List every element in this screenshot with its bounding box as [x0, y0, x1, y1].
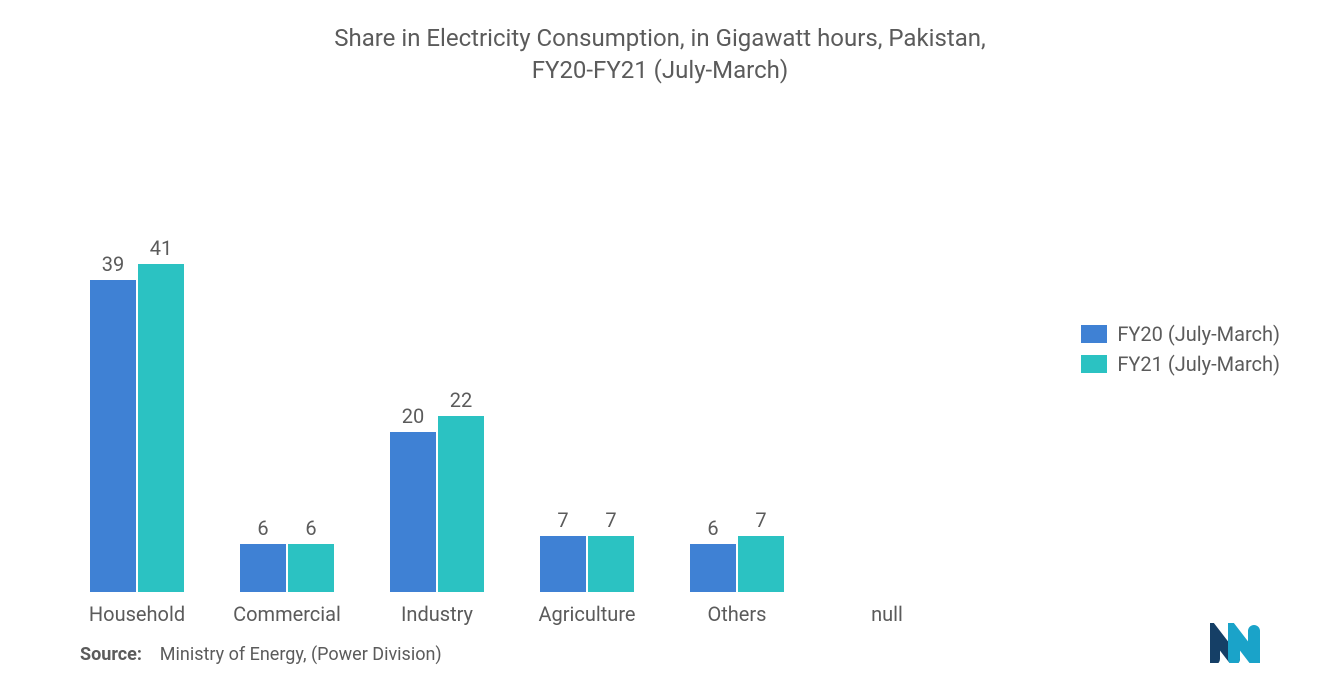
bar: 6	[288, 516, 334, 592]
bar-rect	[588, 536, 634, 592]
source-text: Ministry of Energy, (Power Division)	[160, 644, 442, 665]
bar-rect	[240, 544, 286, 592]
bar: 7	[540, 508, 586, 592]
bar: 41	[138, 236, 184, 592]
bar-value-label: 7	[755, 508, 766, 532]
category-label: Others	[707, 602, 766, 626]
bar-rect	[690, 544, 736, 592]
brand-logo-icon	[1210, 623, 1280, 667]
bar-value-label: 6	[707, 516, 718, 540]
category-label: null	[871, 602, 903, 626]
bar-value-label: 22	[450, 388, 472, 412]
source-citation: Source: Ministry of Energy, (Power Divis…	[80, 644, 442, 665]
bar-value-label: 6	[305, 516, 316, 540]
bar: 20	[390, 404, 436, 592]
bar-group: 2022Industry	[390, 388, 484, 592]
chart-title: Share in Electricity Consumption, in Gig…	[270, 22, 1050, 87]
bar-value-label: 7	[605, 508, 616, 532]
bar-rect	[738, 536, 784, 592]
bar-rect	[540, 536, 586, 592]
bar: 6	[240, 516, 286, 592]
legend-label: FY20 (July-March)	[1117, 322, 1280, 346]
legend-swatch	[1081, 355, 1107, 373]
bar-rect	[390, 432, 436, 592]
bar: 7	[588, 508, 634, 592]
bar: 6	[690, 516, 736, 592]
chart-title-line2: FY20-FY21 (July-March)	[270, 54, 1050, 86]
legend-item: FY20 (July-March)	[1081, 322, 1280, 346]
bar-value-label: 7	[557, 508, 568, 532]
bar-value-label: 39	[102, 252, 124, 276]
category-label: Industry	[401, 602, 473, 626]
bar-group: 3941Household	[90, 236, 184, 592]
category-label: Household	[89, 602, 185, 626]
bar-group: 77Agriculture	[540, 508, 634, 592]
legend-swatch	[1081, 325, 1107, 343]
bar-rect	[90, 280, 136, 592]
bar-rect	[438, 416, 484, 592]
bar: 39	[90, 252, 136, 592]
legend-item: FY21 (July-March)	[1081, 352, 1280, 376]
legend-label: FY21 (July-March)	[1117, 352, 1280, 376]
bar-rect	[288, 544, 334, 592]
bar-group: 66Commercial	[240, 516, 334, 592]
bar-value-label: 41	[150, 236, 172, 260]
source-label: Source:	[80, 644, 142, 665]
legend: FY20 (July-March) FY21 (July-March)	[1081, 322, 1280, 382]
bar: 22	[438, 388, 484, 592]
bar-value-label: 6	[257, 516, 268, 540]
category-label: Commercial	[233, 602, 341, 626]
bar-value-label: 20	[402, 404, 424, 428]
chart-title-line1: Share in Electricity Consumption, in Gig…	[270, 22, 1050, 54]
bar-rect	[138, 264, 184, 592]
chart-plot-area: 3941Household66Commercial2022Industry77A…	[80, 172, 980, 592]
category-label: Agriculture	[538, 602, 635, 626]
bar-group: 67Others	[690, 508, 784, 592]
bar: 7	[738, 508, 784, 592]
